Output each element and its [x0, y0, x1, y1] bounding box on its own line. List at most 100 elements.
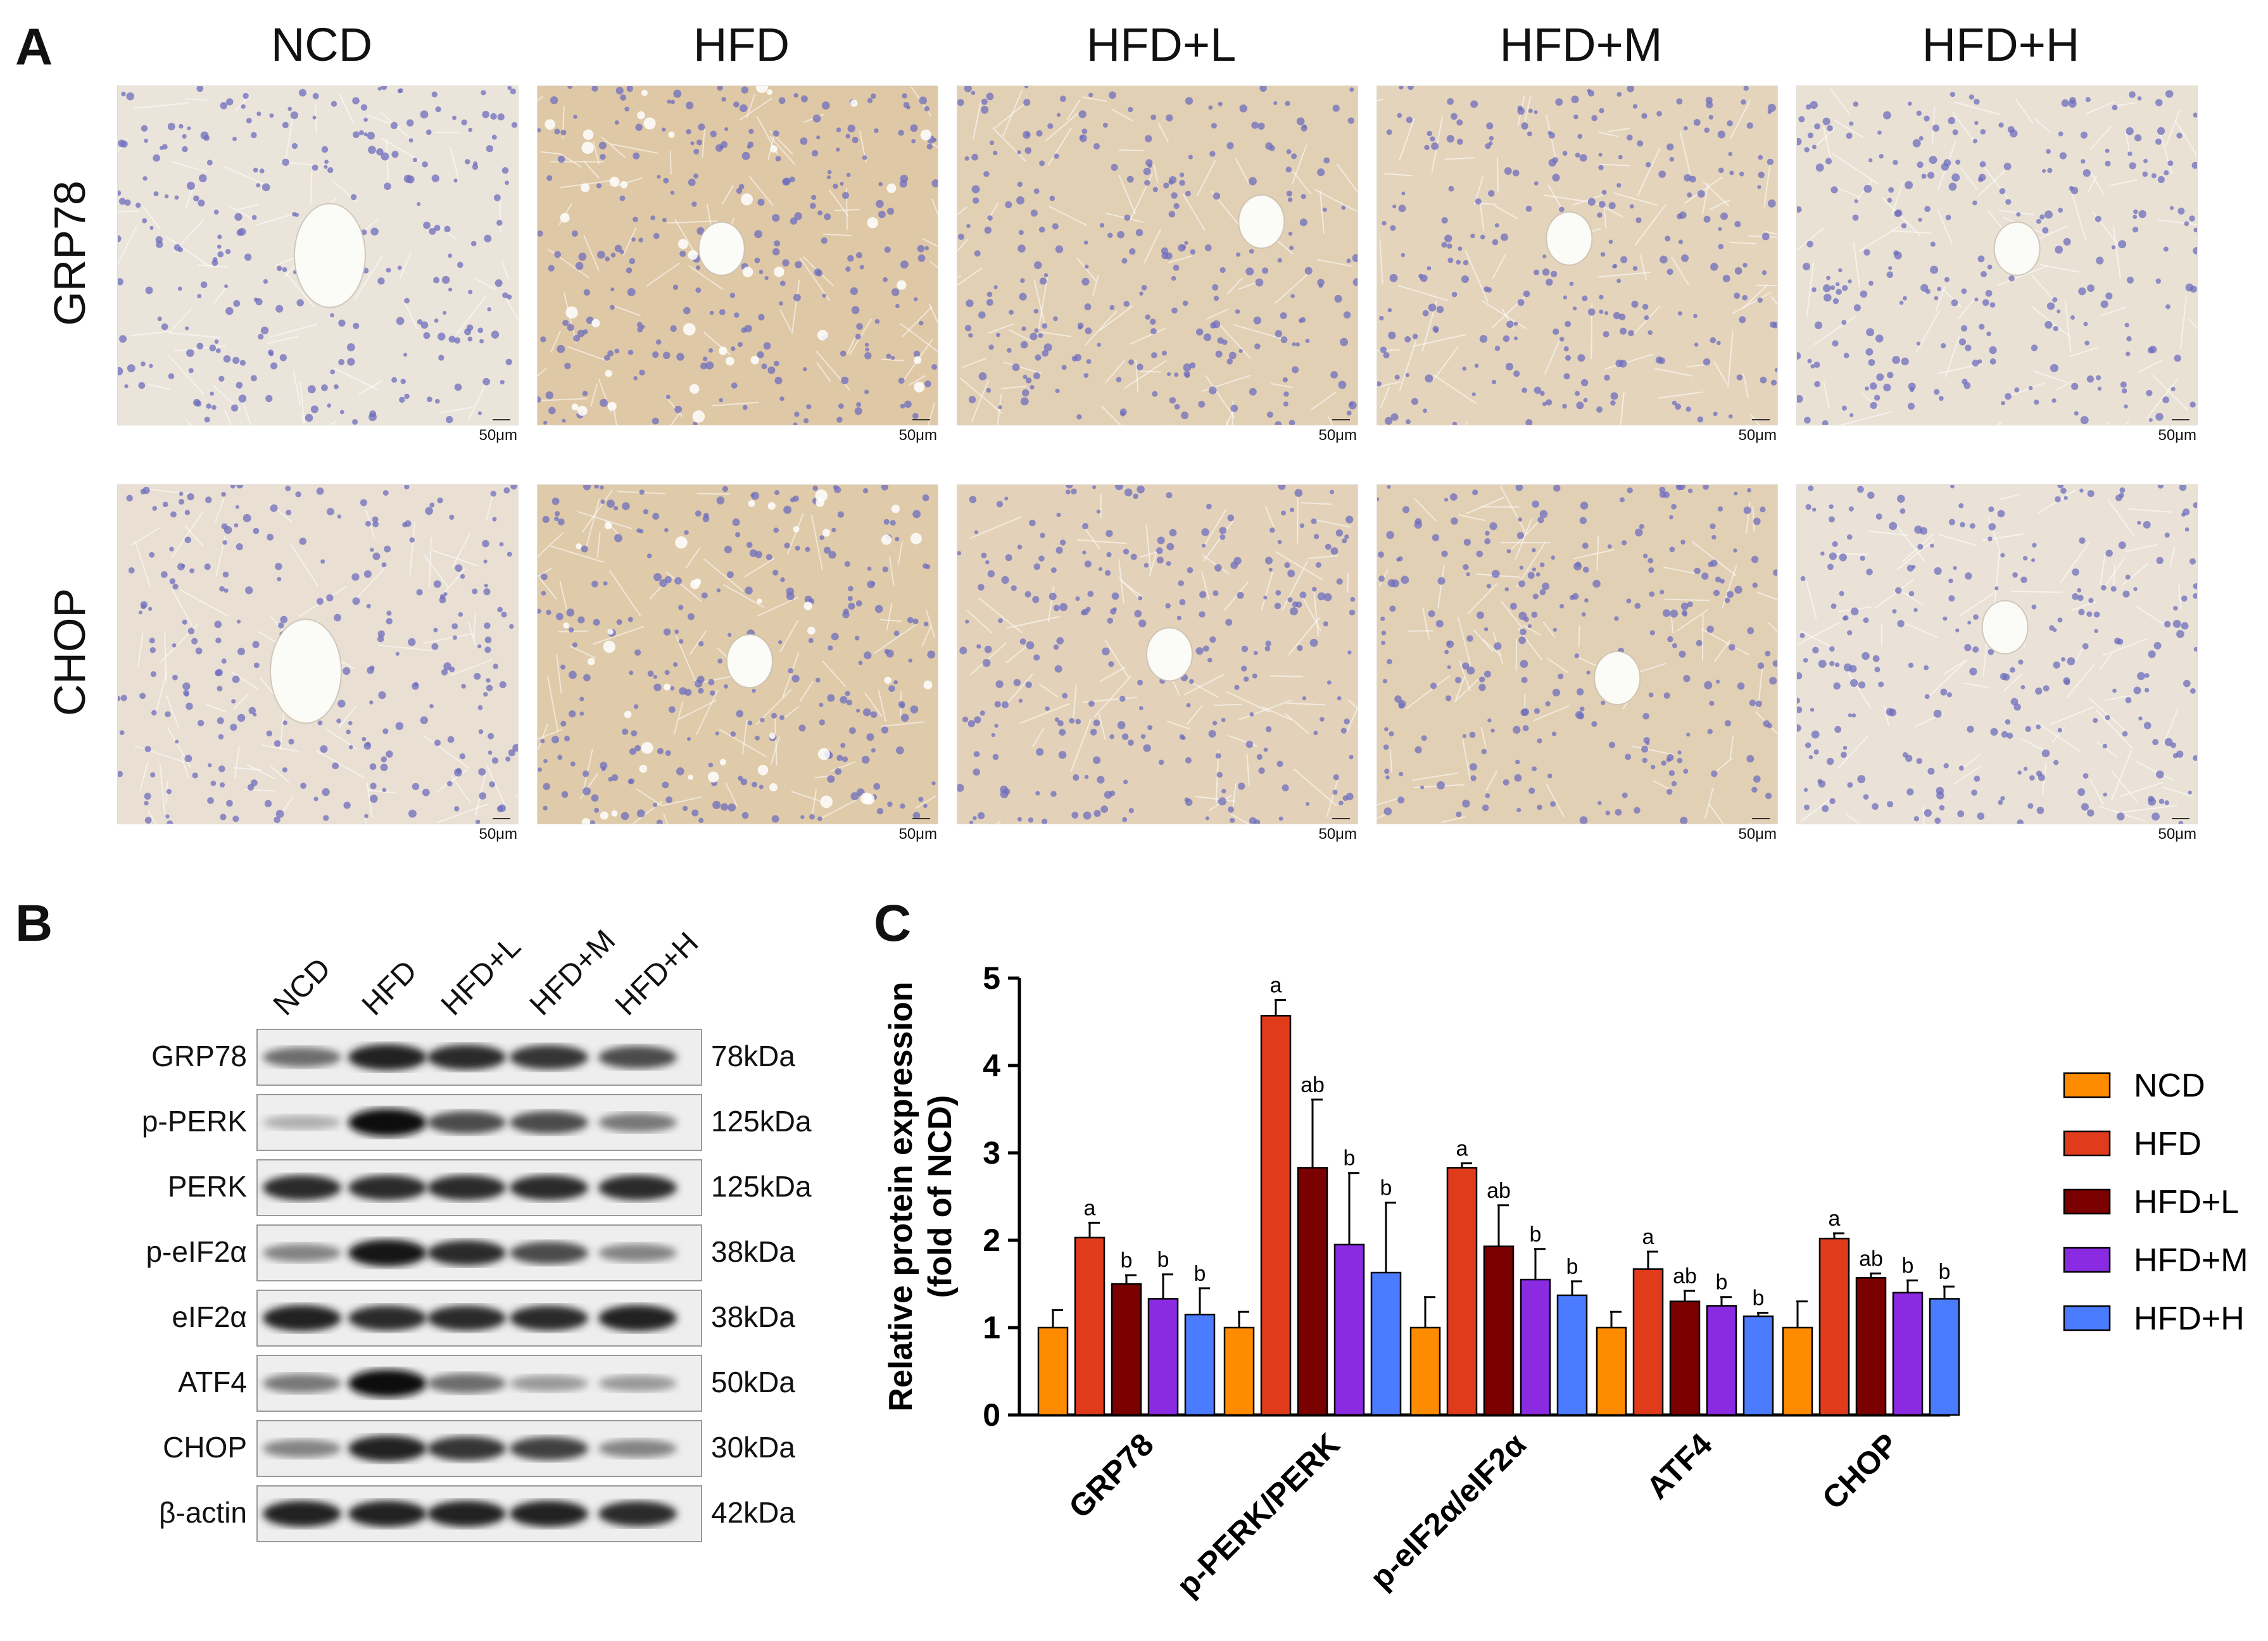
blot-label-3: p-eIF2α — [89, 1235, 247, 1269]
band-0 — [263, 1305, 341, 1331]
scale-bar-label: 50μm — [1701, 826, 1777, 843]
lane-label-hfd: HFD — [355, 953, 424, 1022]
column-label-hfd: HFD — [539, 18, 944, 72]
lane-label-ncd: NCD — [267, 952, 337, 1022]
significance-label: a — [1270, 974, 1282, 998]
micrograph-chop-hfd-h — [1796, 484, 2198, 824]
band-1 — [348, 1435, 427, 1461]
y-tick-label: 4 — [983, 1048, 1000, 1083]
bar-hfd-4 — [1820, 1238, 1849, 1415]
blot-strip-7 — [256, 1485, 702, 1542]
bar-hfd-2 — [1447, 1167, 1477, 1415]
significance-label: b — [1939, 1260, 1951, 1284]
band-3 — [510, 1437, 588, 1461]
band-4 — [598, 1175, 677, 1200]
legend-swatch-hfd — [2064, 1131, 2110, 1155]
bar-hfd-l-1 — [1298, 1167, 1327, 1415]
blot-label-6: CHOP — [89, 1430, 247, 1464]
blot-kda-6: 30kDa — [711, 1430, 795, 1464]
significance-label: b — [1566, 1255, 1578, 1279]
band-0 — [263, 1440, 341, 1458]
blot-strip-1 — [256, 1094, 702, 1151]
column-label-hfd-l: HFD+L — [959, 18, 1364, 72]
bar-hfd-h-3 — [1744, 1316, 1773, 1415]
blot-label-1: p-PERK — [89, 1104, 247, 1138]
blot-kda-0: 78kDa — [711, 1039, 795, 1073]
blot-label-5: ATF4 — [89, 1365, 247, 1399]
bar-hfd-l-3 — [1670, 1302, 1699, 1415]
bar-hfd-h-4 — [1930, 1298, 1959, 1415]
band-2 — [427, 1437, 506, 1461]
blot-kda-5: 50kDa — [711, 1365, 795, 1399]
x-category-label: p-eIF2α/eIF2α — [1363, 1426, 1533, 1596]
scale-bar-label: 50μm — [1281, 826, 1357, 843]
significance-label: a — [1084, 1196, 1096, 1220]
band-3 — [510, 1500, 588, 1526]
bar-hfd-1 — [1261, 1015, 1290, 1415]
bar-hfd-m-3 — [1707, 1306, 1736, 1416]
significance-label: a — [1829, 1207, 1841, 1231]
y-tick-label: 0 — [983, 1397, 1000, 1433]
blot-kda-2: 125kDa — [711, 1169, 812, 1204]
panel-label-a: A — [15, 18, 53, 77]
bar-hfd-l-0 — [1112, 1284, 1141, 1415]
bar-hfd-h-2 — [1558, 1295, 1587, 1415]
blot-kda-7: 42kDa — [711, 1495, 795, 1530]
band-1 — [348, 1240, 427, 1267]
bar-hfd-0 — [1075, 1238, 1104, 1415]
blot-strip-2 — [256, 1159, 702, 1216]
blot-label-7: β-actin — [89, 1495, 247, 1530]
significance-label: ab — [1301, 1073, 1325, 1097]
blot-strip-3 — [256, 1224, 702, 1281]
x-category-label: CHOP — [1815, 1426, 1905, 1516]
scale-bar-label: 50μm — [441, 427, 517, 444]
bar-ncd-1 — [1225, 1328, 1254, 1415]
micrograph-chop-hfd-m — [1377, 484, 1778, 824]
band-4 — [598, 1440, 677, 1458]
micrograph-grp78-hfd-h — [1796, 85, 2198, 425]
panel-label-b: B — [15, 894, 53, 953]
scale-bar-label: 50μm — [1701, 427, 1777, 444]
row-label-chop: CHOP — [44, 570, 95, 734]
band-2 — [427, 1305, 506, 1331]
scale-bar-label: 50μm — [861, 427, 937, 444]
lane-label-hfd-m: HFD+M — [523, 923, 622, 1022]
significance-label: b — [1716, 1271, 1728, 1295]
legend-swatch-hfd-m — [2064, 1248, 2110, 1272]
band-1 — [348, 1369, 427, 1397]
band-0 — [263, 1047, 341, 1067]
band-4 — [598, 1113, 677, 1132]
significance-label: b — [1121, 1248, 1133, 1273]
column-label-hfd-m: HFD+M — [1378, 18, 1784, 72]
micrograph-chop-ncd — [117, 484, 519, 824]
bar-ncd-3 — [1597, 1328, 1626, 1415]
micrograph-chop-hfd-l — [957, 484, 1358, 824]
significance-label: b — [1530, 1223, 1542, 1247]
scale-bar-label: 50μm — [2120, 826, 2196, 843]
legend-label-hfd-h: HFD+H — [2134, 1300, 2245, 1337]
x-category-label: p-PERK/PERK — [1170, 1426, 1347, 1603]
band-1 — [348, 1109, 427, 1136]
significance-label: ab — [1673, 1264, 1697, 1288]
row-label-grp78: GRP78 — [44, 171, 95, 336]
micrograph-grp78-hfd-m — [1377, 85, 1778, 425]
scale-bar-label: 50μm — [1281, 427, 1357, 444]
band-4 — [598, 1375, 677, 1392]
significance-label: b — [1380, 1176, 1392, 1200]
y-axis-label: Relative protein expression(fold of NCD) — [883, 981, 959, 1411]
significance-label: b — [1753, 1286, 1765, 1311]
y-tick-label: 2 — [983, 1223, 1000, 1258]
band-3 — [510, 1242, 588, 1264]
scale-bar-label: 50μm — [2120, 427, 2196, 444]
bar-hfd-3 — [1634, 1269, 1663, 1415]
micrograph-grp78-hfd-l — [957, 85, 1358, 425]
bar-hfd-h-1 — [1371, 1273, 1401, 1415]
band-2 — [427, 1240, 506, 1266]
blot-label-2: PERK — [89, 1169, 247, 1204]
blot-kda-3: 38kDa — [711, 1235, 795, 1269]
band-4 — [598, 1501, 677, 1526]
band-1 — [348, 1044, 427, 1070]
blot-strip-6 — [256, 1420, 702, 1477]
band-2 — [427, 1175, 506, 1200]
